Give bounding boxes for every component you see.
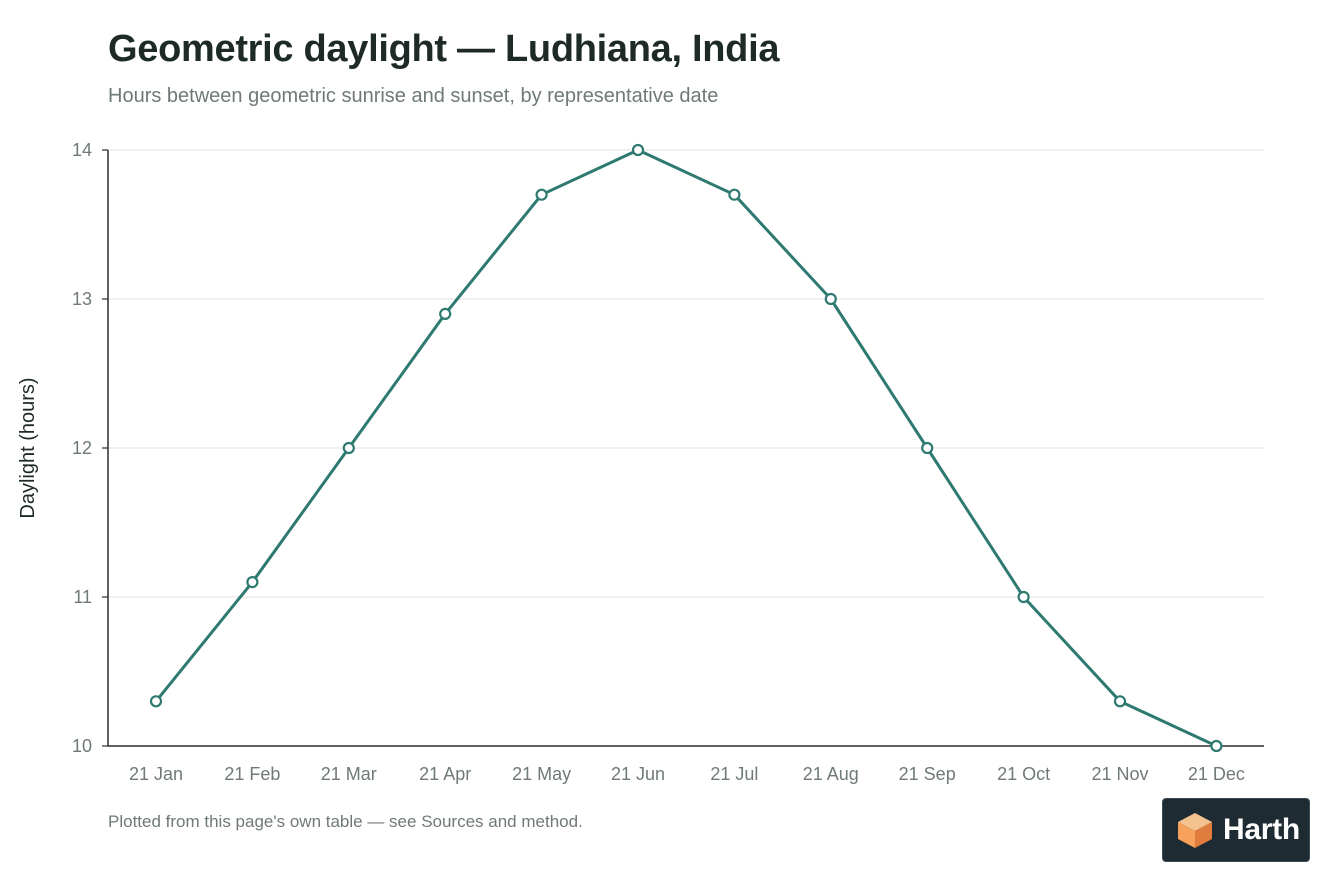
x-tick-label: 21 May [512,764,571,784]
chart-title: Geometric daylight — Ludhiana, India [108,28,780,70]
y-tick-label: 14 [72,140,92,160]
data-point[interactable] [728,188,741,201]
data-point[interactable] [535,188,548,201]
data-point[interactable] [1113,695,1127,708]
data-point[interactable] [1017,590,1030,604]
data-point[interactable] [824,292,837,306]
x-tick-label: 21 Mar [321,764,377,784]
data-point[interactable] [246,575,259,589]
data-point[interactable] [439,307,452,320]
x-tick-label: 21 Feb [224,764,280,784]
x-tick-label: 21 Jul [710,764,758,784]
x-tick-label: 21 Apr [419,764,471,784]
data-point[interactable] [631,143,645,157]
y-tick-label: 12 [72,438,92,458]
data-point[interactable] [921,441,934,455]
y-tick-label: 11 [73,587,92,607]
y-tick-labels: 10 11 12 13 14 [72,140,108,756]
x-tick-label: 21 Jun [611,764,665,784]
cube-logo-icon [1178,813,1212,848]
data-point[interactable] [1210,739,1223,753]
y-tick-label: 10 [72,736,92,756]
grid-lines [108,149,1264,598]
x-tick-label: 21 Jan [129,764,183,784]
source-note: Plotted from this page's own table — see… [108,812,583,831]
data-point[interactable] [342,441,355,455]
x-tick-label: 21 Dec [1188,764,1245,784]
series-line [154,148,1218,748]
badge-label: Harth [1223,813,1300,846]
x-tick-label: 21 Aug [803,764,859,784]
y-axis-label: Daylight (hours) [17,377,39,518]
x-tick-label: 21 Sep [899,764,956,784]
chart-subtitle: Hours between geometric sunrise and suns… [108,85,719,107]
x-tick-label: 21 Nov [1091,764,1148,784]
data-markers [149,143,1223,753]
y-tick-label: 13 [72,289,92,309]
harth-badge[interactable]: Harth [1162,798,1310,862]
x-tick-label: 21 Oct [997,764,1050,784]
x-tick-labels: 21 Jan 21 Feb 21 Mar 21 Apr 21 May 21 Jun 21 J… [129,764,1245,784]
series-daylight [154,148,1218,748]
data-point[interactable] [149,695,163,708]
daylight-line-chart: 10 11 12 13 14 21 Jan 21 Feb 21 Mar 21 Apr 21 Ma… [17,140,1264,784]
